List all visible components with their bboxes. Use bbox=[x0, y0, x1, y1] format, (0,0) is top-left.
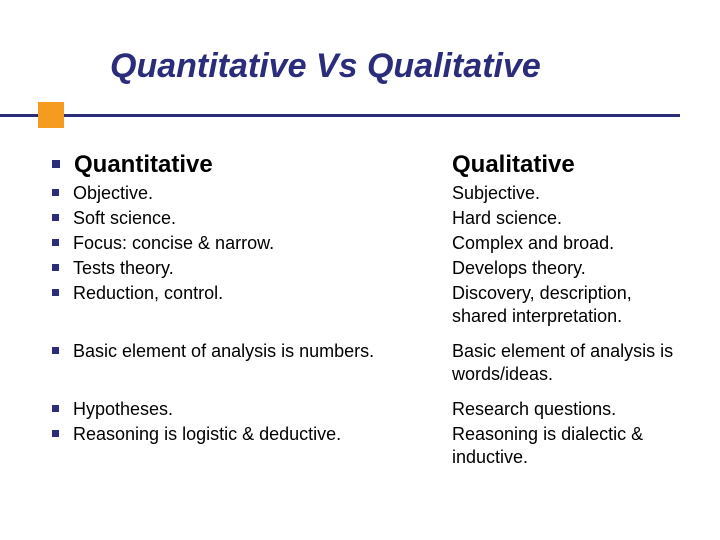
left-text: Focus: concise & narrow. bbox=[73, 232, 274, 255]
accent-square bbox=[38, 102, 64, 128]
left-cell: Soft science. bbox=[52, 207, 452, 230]
left-cell: Objective. bbox=[52, 182, 452, 205]
comparison-row: Reduction, control. Discovery, descriptio… bbox=[52, 282, 680, 328]
right-cell: Basic element of analysis is words/ideas… bbox=[452, 340, 680, 386]
square-bullet-icon bbox=[52, 289, 59, 296]
square-bullet-icon bbox=[52, 347, 59, 354]
group-gap bbox=[52, 330, 680, 340]
left-text: Reduction, control. bbox=[73, 282, 223, 305]
left-cell: Tests theory. bbox=[52, 257, 452, 280]
right-text: Basic element of analysis is words/ideas… bbox=[452, 340, 680, 386]
right-header-cell: Qualitative bbox=[452, 150, 680, 180]
square-bullet-icon bbox=[52, 160, 60, 168]
left-text: Reasoning is logistic & deductive. bbox=[73, 423, 341, 446]
right-text: Research questions. bbox=[452, 398, 616, 421]
left-text: Soft science. bbox=[73, 207, 176, 230]
comparison-row: Focus: concise & narrow. Complex and broa… bbox=[52, 232, 680, 255]
right-text: Develops theory. bbox=[452, 257, 586, 280]
bullet-group-2: Basic element of analysis is numbers. Bas… bbox=[52, 340, 680, 386]
right-cell: Hard science. bbox=[452, 207, 680, 230]
left-text: Hypotheses. bbox=[73, 398, 173, 421]
comparison-row: Soft science. Hard science. bbox=[52, 207, 680, 230]
comparison-row: Objective. Subjective. bbox=[52, 182, 680, 205]
comparison-row: Tests theory. Develops theory. bbox=[52, 257, 680, 280]
title-region: Quantitative Vs Qualitative bbox=[110, 48, 680, 91]
square-bullet-icon bbox=[52, 214, 59, 221]
slide-title: Quantitative Vs Qualitative bbox=[110, 48, 680, 85]
slide: Quantitative Vs Qualitative Quantitative… bbox=[0, 0, 720, 540]
title-underline bbox=[0, 114, 680, 117]
left-cell: Focus: concise & narrow. bbox=[52, 232, 452, 255]
left-cell: Reasoning is logistic & deductive. bbox=[52, 423, 452, 446]
bullet-group-3: Hypotheses.Research questions.Reasoning … bbox=[52, 398, 680, 469]
group-gap bbox=[52, 388, 680, 398]
right-cell: Complex and broad. bbox=[452, 232, 680, 255]
square-bullet-icon bbox=[52, 430, 59, 437]
left-cell: Reduction, control. bbox=[52, 282, 452, 305]
comparison-row: Basic element of analysis is numbers. Bas… bbox=[52, 340, 680, 386]
right-text: Hard science. bbox=[452, 207, 562, 230]
comparison-row: Hypotheses. Research questions. bbox=[52, 398, 680, 421]
square-bullet-icon bbox=[52, 239, 59, 246]
left-text: Objective. bbox=[73, 182, 153, 205]
square-bullet-icon bbox=[52, 189, 59, 196]
left-cell: Basic element of analysis is numbers. bbox=[52, 340, 452, 363]
square-bullet-icon bbox=[52, 264, 59, 271]
right-cell: Develops theory. bbox=[452, 257, 680, 280]
left-text: Tests theory. bbox=[73, 257, 174, 280]
left-column-header: Quantitative bbox=[74, 150, 213, 180]
right-cell: Subjective. bbox=[452, 182, 680, 205]
comparison-row: Reasoning is logistic & deductive. Reason… bbox=[52, 423, 680, 469]
left-header-cell: Quantitative bbox=[52, 150, 452, 180]
left-text: Basic element of analysis is numbers. bbox=[73, 340, 374, 363]
square-bullet-icon bbox=[52, 405, 59, 412]
right-cell: Reasoning is dialectic & inductive. bbox=[452, 423, 680, 469]
right-cell: Discovery, description, shared interpret… bbox=[452, 282, 680, 328]
bullet-group-1: Objective. Subjective. Soft science. Hard … bbox=[52, 182, 680, 328]
right-text: Discovery, description, shared interpret… bbox=[452, 282, 680, 328]
right-text: Subjective. bbox=[452, 182, 540, 205]
content-body: Quantitative Qualitative Objective. Subje… bbox=[52, 150, 680, 471]
right-column-header: Qualitative bbox=[452, 150, 575, 180]
right-text: Reasoning is dialectic & inductive. bbox=[452, 423, 680, 469]
right-text: Complex and broad. bbox=[452, 232, 614, 255]
column-headers: Quantitative Qualitative bbox=[52, 150, 680, 180]
right-cell: Research questions. bbox=[452, 398, 680, 421]
left-cell: Hypotheses. bbox=[52, 398, 452, 421]
